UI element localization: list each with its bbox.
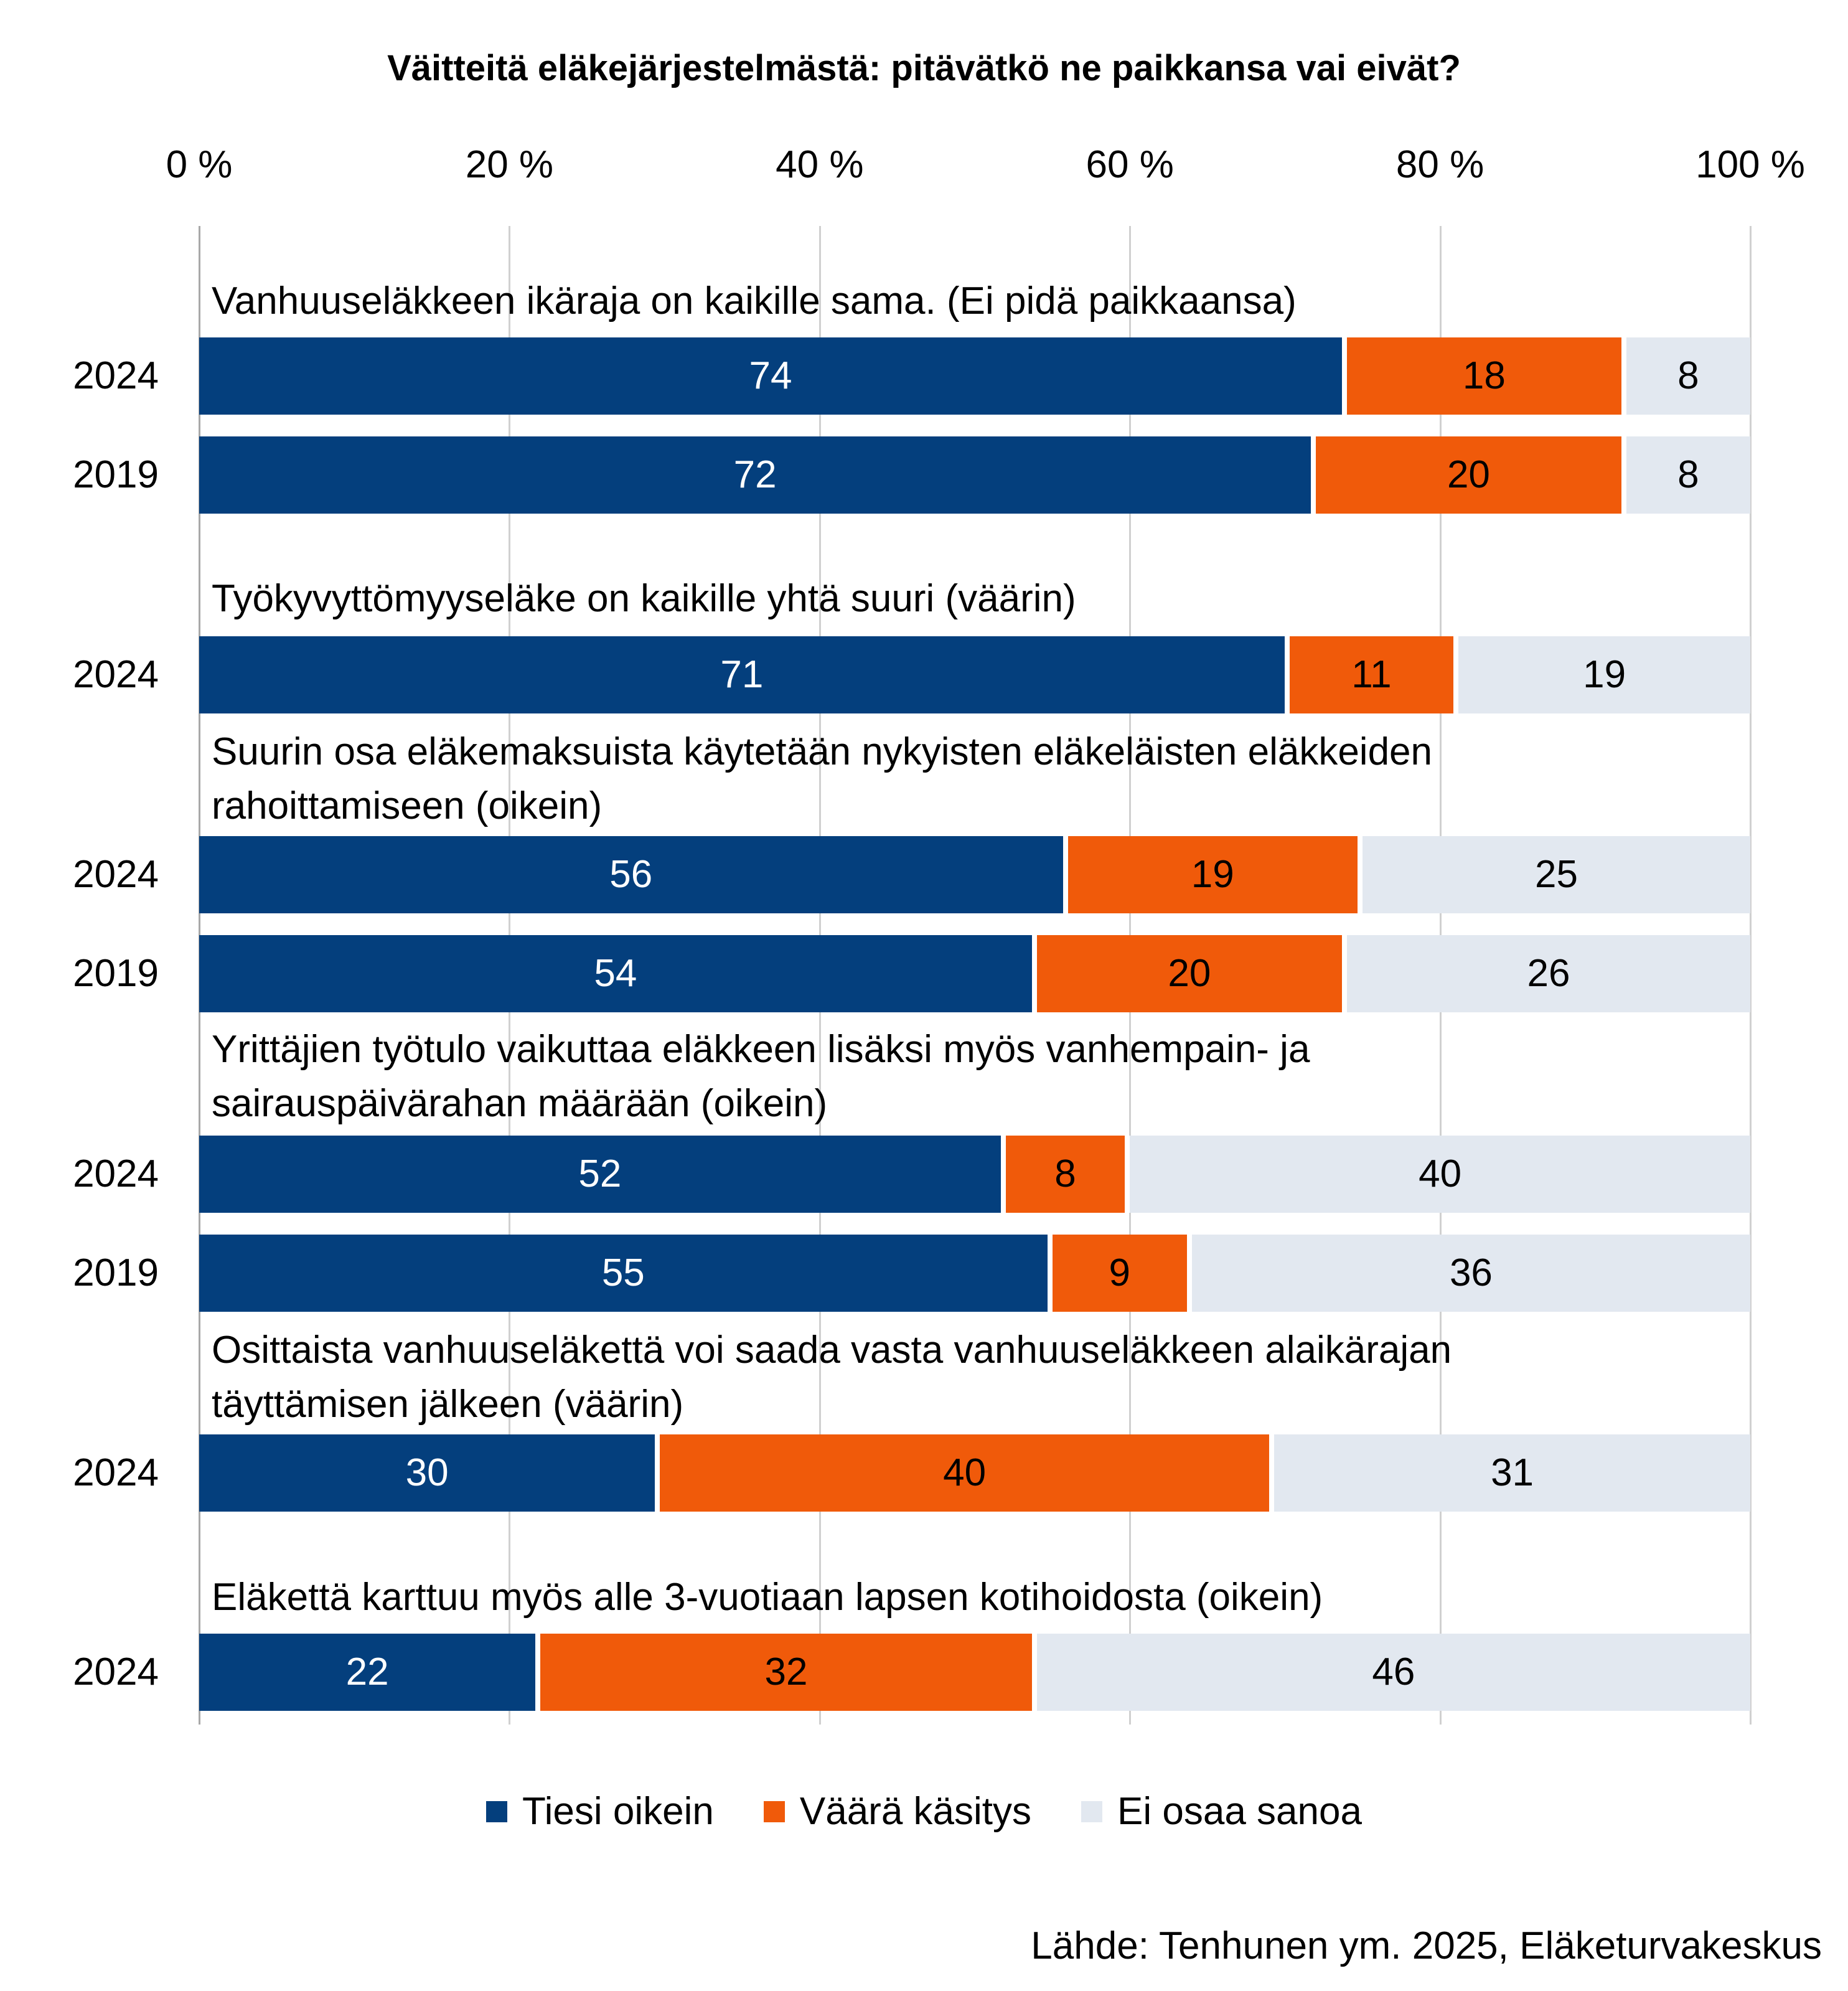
data-label: 25	[1535, 853, 1578, 896]
bar-segment	[1191, 1235, 1750, 1312]
x-tick-label: 40 %	[776, 143, 864, 186]
data-label: 72	[733, 453, 777, 496]
data-label: 11	[1351, 653, 1392, 696]
data-label: 22	[345, 1650, 389, 1693]
data-label: 32	[764, 1650, 808, 1693]
bar-segment	[1036, 935, 1348, 1012]
chart-title: Väitteitä eläkejärjestelmästä: pitävätkö…	[387, 48, 1461, 88]
year-label: 2024	[73, 653, 159, 696]
data-label: 40	[1419, 1152, 1462, 1195]
data-label: 54	[594, 952, 637, 995]
data-label: 19	[1583, 653, 1626, 696]
bar-segment	[1274, 1434, 1750, 1512]
gridline	[1750, 226, 1752, 1725]
data-label: 30	[405, 1451, 449, 1494]
bar-segment	[199, 636, 1290, 713]
data-label: 40	[943, 1451, 987, 1494]
legend-label: Ei osaa sanoa	[1117, 1790, 1362, 1833]
bar-segment	[1363, 836, 1750, 913]
bar-segment	[1626, 337, 1750, 415]
data-label: 8	[1677, 453, 1699, 496]
data-label: 46	[1372, 1650, 1415, 1693]
group-label: Yrittäjien työtulo vaikuttaa eläkkeen li…	[212, 1028, 1310, 1125]
bar-segment	[1347, 337, 1626, 415]
data-label: 26	[1527, 952, 1570, 995]
legend-label: Väärä käsitys	[799, 1790, 1032, 1833]
bar-segment	[1052, 1235, 1192, 1312]
year-label: 2024	[73, 853, 159, 896]
data-label: 74	[749, 354, 792, 397]
legend: Tiesi oikein Väärä käsitys Ei osaa sanoa	[0, 1787, 1848, 1837]
data-label: 52	[578, 1152, 622, 1195]
data-label: 56	[609, 853, 653, 896]
bar-segment	[199, 1235, 1053, 1312]
data-label: 19	[1191, 853, 1234, 896]
bar-segment	[1067, 836, 1363, 913]
bar-segment	[199, 436, 1316, 514]
group-label: Työkyvyttömyyseläke on kaikille yhtä suu…	[212, 577, 1076, 620]
bar-segment	[199, 935, 1037, 1012]
legend-swatch	[1081, 1801, 1103, 1822]
bar-segment	[1130, 1136, 1750, 1213]
data-label: 9	[1109, 1251, 1130, 1294]
x-tick-label: 0 %	[166, 143, 233, 186]
data-label: 71	[720, 653, 764, 696]
bar-segment	[199, 1634, 541, 1711]
group-label: Vanhuuseläkkeen ikäraja on kaikille sama…	[212, 280, 1297, 322]
legend-swatch	[486, 1801, 508, 1822]
group-label: Eläkettä karttuu myös alle 3-vuotiaan la…	[212, 1576, 1323, 1619]
legend-swatch	[763, 1801, 785, 1822]
year-label: 2019	[73, 1251, 159, 1294]
year-label: 2019	[73, 453, 159, 496]
bar-segment	[1036, 1634, 1750, 1711]
x-tick-label: 80 %	[1395, 143, 1484, 186]
data-label: 20	[1447, 453, 1490, 496]
bar-segment	[540, 1634, 1037, 1711]
x-tick-label: 20 %	[465, 143, 554, 186]
year-label: 2019	[73, 952, 159, 995]
data-label: 8	[1677, 354, 1699, 397]
bar-segment	[1458, 636, 1750, 713]
x-tick-label: 100 %	[1696, 143, 1805, 186]
data-label: 36	[1449, 1251, 1493, 1294]
source-note: Lähde: Tenhunen ym. 2025, Eläketurvakesk…	[1031, 1924, 1822, 1967]
group-label: Suurin osa eläkemaksuista käytetään nyky…	[212, 730, 1433, 827]
data-label: 18	[1462, 354, 1506, 397]
bar-segment	[1626, 436, 1750, 514]
year-label: 2024	[73, 1650, 159, 1693]
bar-segment	[660, 1434, 1275, 1512]
data-label: 55	[601, 1251, 645, 1294]
year-label: 2024	[73, 1451, 159, 1494]
bar-segment	[1347, 935, 1750, 1012]
bar-segment	[199, 1434, 660, 1512]
legend-label: Tiesi oikein	[522, 1790, 714, 1833]
bar-segment	[1289, 636, 1459, 713]
group-label: Osittaista vanhuuseläkettä voi saada vas…	[212, 1329, 1452, 1426]
year-label: 2024	[73, 1152, 159, 1195]
legend-item: Ei osaa sanoa	[1081, 1787, 1362, 1837]
year-label: 2024	[73, 354, 159, 397]
legend-item: Väärä käsitys	[763, 1787, 1032, 1837]
bar-segment	[1005, 1136, 1130, 1213]
bar-segment	[199, 337, 1348, 415]
data-label: 8	[1054, 1152, 1076, 1195]
bar-segment	[199, 1136, 1006, 1213]
bar-segment	[199, 836, 1068, 913]
data-label: 20	[1168, 952, 1211, 995]
x-tick-label: 60 %	[1086, 143, 1174, 186]
data-label: 31	[1491, 1451, 1534, 1494]
legend-item: Tiesi oikein	[486, 1787, 714, 1837]
bar-segment	[1316, 436, 1626, 514]
